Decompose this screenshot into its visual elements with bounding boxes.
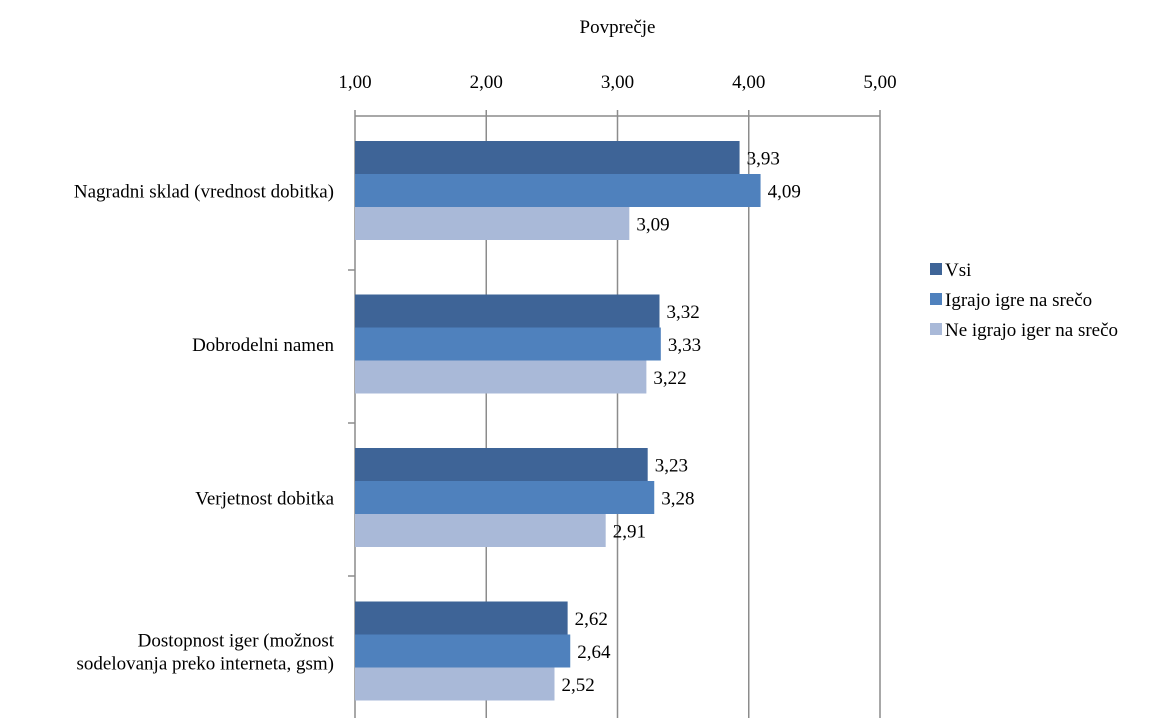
- legend-label: Igrajo igre na srečo: [945, 290, 1092, 311]
- bar: [355, 601, 568, 635]
- axes: 1,00 2,00 3,00 4,00 5,00: [338, 72, 897, 718]
- category-label: Verjetnost dobitka: [195, 489, 334, 510]
- bar: [355, 141, 740, 174]
- legend-swatch: [930, 263, 942, 275]
- bar: [355, 174, 761, 207]
- x-tick-label: 4,00: [732, 72, 765, 93]
- data-label: 2,52: [562, 675, 595, 696]
- bar: [355, 448, 648, 481]
- data-label: 2,91: [613, 522, 646, 543]
- x-axis-title: Povprečje: [580, 17, 656, 38]
- legend-label: Ne igrajo iger na srečo: [945, 320, 1118, 341]
- bar: [355, 294, 660, 328]
- category-label: Dostopnost iger (možnost: [138, 631, 335, 652]
- data-label: 3,33: [668, 335, 701, 356]
- x-tick-label: 2,00: [470, 72, 503, 93]
- data-label: 3,23: [655, 456, 688, 477]
- legend: Vsi Igrajo igre na srečo Ne igrajo iger na…: [930, 260, 1118, 341]
- data-label: 2,64: [577, 642, 611, 663]
- data-label: 3,28: [661, 489, 694, 510]
- bar: [355, 360, 647, 394]
- legend-label: Vsi: [945, 260, 971, 281]
- bar: [355, 514, 606, 547]
- data-label: 4,09: [768, 182, 801, 203]
- bar: [355, 207, 630, 240]
- data-label: 3,93: [747, 149, 780, 170]
- data-label: 2,62: [575, 609, 608, 630]
- bar: [355, 667, 555, 701]
- category-label: sodelovanja preko interneta, gsm): [77, 654, 334, 675]
- bar: [355, 634, 571, 668]
- x-tick-label: 3,00: [601, 72, 634, 93]
- data-labels: 3,93 4,09 3,09 3,32 3,33 3,22 3,23 3,28 2,91 2,62…: [562, 149, 801, 697]
- data-label: 3,32: [667, 302, 700, 323]
- category-label: Nagradni sklad (vrednost dobitka): [74, 182, 334, 203]
- bar: [355, 481, 655, 514]
- x-tick-label: 5,00: [863, 72, 896, 93]
- category-labels: Nagradni sklad (vrednost dobitka) Dobrode…: [74, 182, 335, 675]
- data-label: 3,09: [636, 215, 669, 236]
- x-tick-label: 1,00: [338, 72, 371, 93]
- data-label: 3,22: [653, 368, 686, 389]
- bars: [355, 141, 761, 701]
- legend-swatch: [930, 323, 942, 335]
- legend-swatch: [930, 293, 942, 305]
- category-label: Dobrodelni namen: [192, 335, 334, 356]
- bar: [355, 327, 661, 361]
